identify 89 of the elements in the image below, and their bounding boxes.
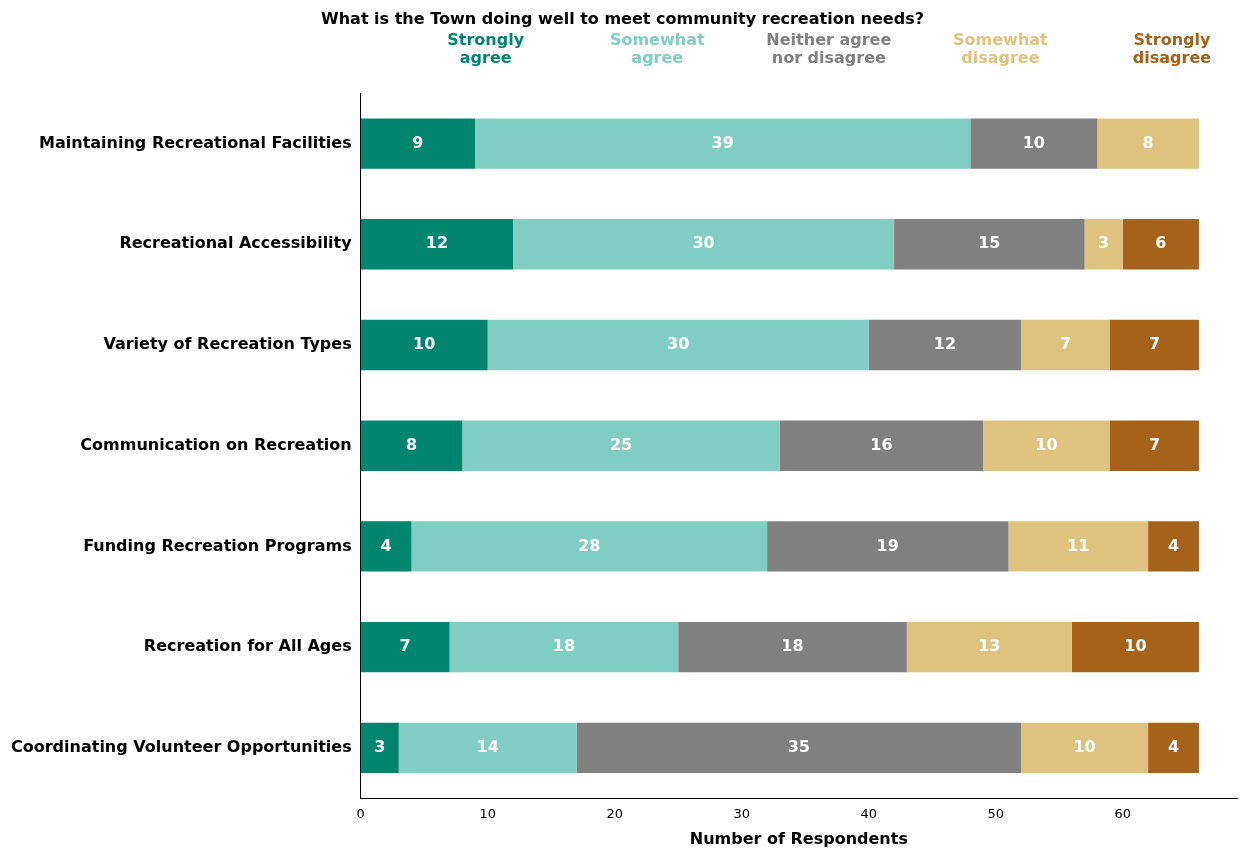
data-label: 9 [412, 132, 424, 152]
bar [487, 319, 869, 371]
x-tick-label: 0 [356, 806, 365, 822]
data-label: 4 [1167, 535, 1180, 555]
bar [360, 621, 450, 673]
chart-title: What is the Town doing well to meet community recreation needs? [321, 8, 924, 28]
data-label: 18 [552, 636, 576, 656]
bar [1110, 420, 1199, 471]
text: Somewhat disagree [952, 30, 1049, 68]
data-label: 7 [1148, 334, 1161, 354]
data-label: 18 [781, 636, 804, 656]
bar [474, 118, 971, 169]
x-tick-label: 60 [1114, 806, 1131, 822]
bar [779, 420, 983, 471]
bar [513, 219, 895, 270]
x-tick-label: 50 [987, 806, 1004, 822]
bar [1008, 521, 1149, 572]
data-label: 12 [425, 233, 449, 253]
data-label: 28 [578, 535, 601, 555]
data-label: 39 [711, 132, 734, 152]
data-label: 7 [1148, 434, 1161, 454]
bar [1148, 521, 1199, 572]
bar [1021, 722, 1149, 774]
bar [360, 420, 463, 471]
data-label: 10 [413, 334, 436, 354]
y-tick-label: Recreational Accessibility [119, 233, 353, 253]
data-label: 7 [1059, 334, 1072, 354]
text: Strongly agree [446, 30, 526, 68]
bar [1148, 722, 1199, 774]
x-axis-title: Number of Respondents [689, 828, 908, 848]
data-label: 25 [609, 434, 633, 454]
y-tick-label: Coordinating Volunteer Opportunities [10, 737, 352, 756]
bar [1122, 219, 1199, 270]
bar [360, 722, 399, 774]
y-tick-label: Communication on Recreation [80, 434, 352, 454]
bar [868, 319, 1022, 371]
data-label: 16 [870, 434, 893, 454]
data-label: 19 [876, 535, 899, 555]
data-label: 7 [399, 636, 411, 656]
data-label: 30 [667, 334, 690, 354]
y-tick-label: Funding Recreation Programs [83, 535, 352, 555]
data-label: 14 [476, 737, 499, 756]
data-label: 10 [1124, 636, 1147, 656]
text: Neither agree nor disagree [765, 30, 893, 68]
data-label: 4 [1167, 737, 1180, 756]
x-tick-label: 40 [860, 806, 877, 822]
data-label: 6 [1155, 233, 1167, 253]
bar [894, 219, 1085, 270]
bar [1097, 118, 1199, 169]
bar [360, 319, 488, 371]
x-tick-label: 20 [606, 806, 623, 822]
text: Strongly disagree [1131, 30, 1213, 68]
bar [576, 722, 1022, 774]
bar [1084, 219, 1123, 270]
bar [1021, 319, 1110, 371]
data-label: 8 [1142, 132, 1154, 152]
data-label: 8 [405, 434, 418, 454]
bar [767, 521, 1009, 572]
bar [1110, 319, 1199, 371]
bar [360, 219, 514, 270]
data-label: 3 [374, 737, 386, 756]
data-label: 11 [1067, 535, 1090, 555]
data-label: 12 [933, 334, 957, 354]
y-tick-label: Maintaining Recreational Facilities [39, 132, 352, 152]
bar [360, 521, 412, 572]
data-label: 35 [787, 737, 810, 756]
bar [906, 621, 1072, 673]
bar [398, 722, 577, 774]
y-tick-label: Recreation for All Ages [143, 636, 352, 656]
bar [1071, 621, 1199, 673]
data-label: 3 [1098, 233, 1110, 253]
x-tick-label: 10 [479, 806, 496, 822]
data-label: 10 [1022, 132, 1045, 152]
bar [982, 420, 1110, 471]
data-label: 4 [380, 535, 392, 555]
data-label: 13 [978, 636, 1001, 656]
bar [970, 118, 1098, 169]
data-label: 15 [978, 233, 1001, 253]
bar [462, 420, 780, 471]
bar [449, 621, 679, 673]
data-label: 10 [1073, 737, 1096, 756]
bar [360, 118, 475, 169]
data-label: 10 [1035, 434, 1058, 454]
bar [411, 521, 768, 572]
y-tick-label: Variety of Recreation Types [103, 334, 352, 354]
x-tick-label: 30 [733, 806, 750, 822]
bar [678, 621, 907, 673]
text: Somewhat agree [608, 30, 706, 68]
data-label: 30 [692, 233, 715, 253]
